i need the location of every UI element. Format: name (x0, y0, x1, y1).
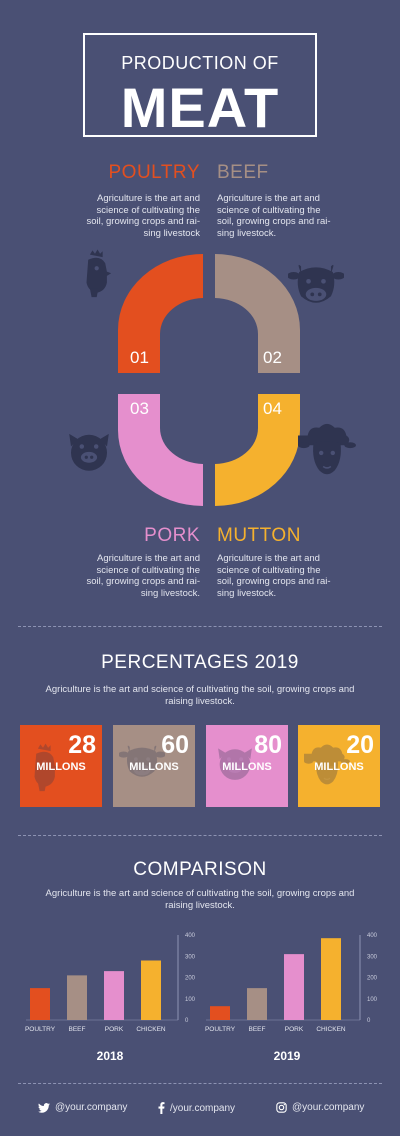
bar-chicken (321, 938, 341, 1020)
bar-chart-2018: 0 100 200 300 400 POULTRY BEEF PORK CHICKEN (25, 933, 196, 1033)
bar-chicken (141, 960, 161, 1020)
comparison-charts: 0 100 200 300 400 POULTRY BEEF PORK CHICKEN 0 100… (25, 933, 378, 1033)
segment-beef (215, 254, 300, 373)
facebook-link[interactable]: /your.company (158, 1102, 235, 1114)
stat-tile-mutton: 20 MILLONS (298, 725, 380, 807)
category-name-beef: BEEF (217, 162, 269, 183)
segment-poultry (118, 254, 203, 373)
bar-pork (284, 954, 304, 1020)
x-tick-label: CHICKEN (136, 1026, 166, 1033)
title-box: PRODUCTION OF MEAT (83, 33, 317, 139)
bar-beef (247, 988, 267, 1020)
y-tick-label: 200 (367, 976, 378, 982)
comparison-title: COMPARISON (133, 859, 267, 880)
title-small: PRODUCTION OF (121, 53, 279, 73)
cow-icon (288, 262, 344, 310)
category-description-mutton: Agriculture is the art and science of cu… (217, 553, 331, 599)
comparison-subtitle: Agriculture is the art and science of cu… (45, 888, 355, 911)
bar-poultry (30, 988, 50, 1020)
chart-title-2018: 2018 (96, 1049, 124, 1063)
bar-chart-2019: 0 100 200 300 400 POULTRY BEEF PORK CHICKEN (205, 933, 378, 1033)
y-tick-label: 300 (367, 954, 378, 960)
instagram-icon (276, 1102, 287, 1113)
y-tick-label: 100 (367, 997, 378, 1003)
x-tick-label: POULTRY (25, 1026, 56, 1033)
category-description-beef: Agriculture is the art and science of cu… (217, 193, 331, 239)
stat-value: 80 (254, 731, 282, 759)
bar-pork (104, 971, 124, 1020)
category-description-pork: Agriculture is the art and science of cu… (86, 553, 200, 599)
instagram-handle: @your.company (292, 1102, 365, 1113)
category-name-poultry: POULTRY (108, 162, 200, 183)
segment-number-pork: 03 (130, 399, 149, 418)
divider (18, 835, 382, 836)
stat-value: 28 (68, 731, 96, 759)
x-tick-label: BEEF (69, 1026, 86, 1033)
y-tick-label: 100 (185, 997, 196, 1003)
y-tick-label: 400 (185, 933, 196, 939)
segment-pork (118, 394, 203, 506)
chicken-icon (78, 247, 112, 303)
segment-number-mutton: 04 (263, 399, 282, 418)
stat-unit: MILLONS (129, 761, 179, 773)
stat-unit: MILLONS (36, 761, 86, 773)
category-description-poultry: Agriculture is the art and science of cu… (86, 193, 200, 239)
pig-icon (62, 428, 116, 474)
page-title: MEAT (120, 76, 280, 139)
sheep-icon (298, 422, 356, 480)
twitter-handle: @your.company (55, 1102, 128, 1113)
twitter-link[interactable]: @your.company (38, 1102, 127, 1113)
y-tick-label: 200 (185, 976, 196, 982)
divider (18, 1083, 382, 1084)
donut-diagram (118, 254, 300, 506)
bar-beef (67, 975, 87, 1020)
x-tick-label: PORK (285, 1026, 304, 1033)
segment-mutton (215, 394, 300, 506)
category-name-pork: PORK (144, 525, 200, 546)
instagram-link[interactable]: @your.company (276, 1102, 364, 1113)
stat-value: 20 (346, 731, 374, 759)
y-tick-label: 400 (367, 933, 378, 939)
x-tick-label: POULTRY (205, 1026, 236, 1033)
y-tick-label: 300 (185, 954, 196, 960)
stat-value: 60 (161, 731, 189, 759)
segment-number-poultry: 01 (130, 348, 149, 367)
stat-tile-pork: 80 MILLONS (206, 725, 288, 807)
bar-poultry (210, 1006, 230, 1020)
stat-tile-beef: 60 MILLONS (113, 725, 195, 807)
x-tick-label: BEEF (249, 1026, 266, 1033)
facebook-handle: /your.company (170, 1102, 236, 1114)
x-tick-label: CHICKEN (316, 1026, 346, 1033)
percentages-title: PERCENTAGES 2019 (101, 652, 299, 673)
divider (18, 626, 382, 627)
y-tick-label: 0 (367, 1018, 371, 1024)
chart-title-2019: 2019 (273, 1049, 301, 1063)
x-tick-label: PORK (105, 1026, 124, 1033)
stat-tile-poultry: 28 MILLONS (20, 725, 102, 807)
segment-number-beef: 02 (263, 348, 282, 367)
y-tick-label: 0 (185, 1018, 189, 1024)
category-name-mutton: MUTTON (217, 525, 301, 546)
stat-unit: MILLONS (314, 761, 364, 773)
twitter-icon (38, 1102, 50, 1113)
stat-unit: MILLONS (222, 761, 272, 773)
percentages-subtitle: Agriculture is the art and science of cu… (45, 684, 355, 707)
facebook-icon (158, 1102, 165, 1114)
